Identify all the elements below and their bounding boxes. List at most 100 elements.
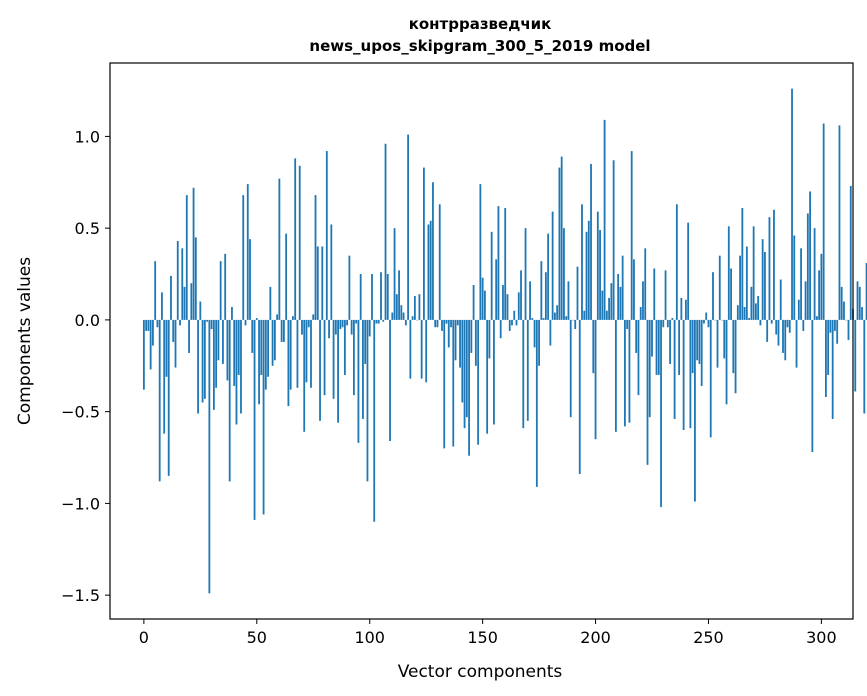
bar-81 — [325, 151, 328, 320]
bar-9 — [163, 319, 166, 434]
bar-262 — [734, 319, 737, 394]
bar-169 — [524, 228, 527, 320]
bar-80 — [323, 319, 326, 396]
bar-271 — [754, 303, 757, 320]
bar-64 — [287, 319, 290, 407]
bar-111 — [393, 228, 396, 320]
bar-307 — [836, 319, 839, 344]
bar-161 — [506, 294, 509, 320]
bar-195 — [583, 310, 586, 320]
bar-128 — [432, 182, 434, 320]
bar-134 — [445, 319, 448, 324]
bar-60 — [278, 178, 281, 320]
bar-166 — [517, 292, 520, 320]
bar-240 — [684, 299, 687, 320]
bar-250 — [707, 319, 710, 328]
bar-310 — [843, 301, 845, 320]
bar-20 — [188, 319, 190, 353]
bar-94 — [355, 319, 358, 324]
bar-196 — [585, 231, 588, 320]
bar-266 — [743, 307, 746, 320]
bar-89 — [343, 319, 346, 375]
bar-220 — [639, 307, 642, 320]
bar-222 — [644, 248, 647, 320]
bar-67 — [294, 158, 297, 320]
bar-268 — [748, 318, 751, 320]
bar-179 — [547, 233, 550, 320]
bar-150 — [481, 277, 484, 320]
bar-113 — [398, 270, 400, 320]
bar-54 — [264, 319, 267, 390]
bar-138 — [454, 319, 457, 361]
bar-148 — [477, 319, 480, 445]
bar-135 — [447, 319, 450, 348]
bar-275 — [764, 252, 766, 320]
bar-201 — [596, 211, 599, 320]
bar-200 — [594, 319, 597, 440]
bar-246 — [698, 319, 701, 364]
bar-46 — [246, 184, 249, 320]
bar-303 — [827, 319, 830, 375]
bar-107 — [384, 143, 387, 320]
bar-182 — [553, 312, 556, 320]
bar-57 — [271, 319, 274, 366]
plot-frame — [109, 62, 854, 620]
bar-73 — [307, 319, 310, 328]
bar-11 — [167, 319, 170, 476]
bar-58 — [273, 319, 276, 361]
bar-69 — [298, 165, 301, 320]
bar-186 — [563, 228, 565, 320]
bar-187 — [565, 316, 568, 320]
bar-301 — [822, 123, 825, 320]
bar-76 — [314, 195, 317, 320]
bar-27 — [203, 319, 206, 399]
bar-164 — [513, 310, 516, 320]
bar-274 — [761, 239, 764, 320]
bar-68 — [296, 319, 299, 388]
bar-299 — [818, 270, 821, 320]
bar-25 — [199, 301, 202, 320]
bar-45 — [244, 319, 247, 326]
bar-85 — [334, 319, 337, 335]
bar-259 — [727, 226, 730, 320]
bar-228 — [657, 319, 660, 375]
bar-152 — [486, 319, 489, 434]
bar-116 — [404, 319, 407, 326]
bar-0 — [142, 319, 145, 390]
bar-13 — [172, 319, 175, 342]
bar-261 — [732, 319, 735, 374]
bar-260 — [730, 268, 732, 320]
bar-282 — [779, 279, 782, 320]
bar-52 — [260, 319, 263, 375]
bar-234 — [671, 318, 674, 320]
bar-254 — [716, 319, 719, 368]
bar-278 — [770, 319, 773, 324]
bar-79 — [321, 246, 324, 320]
bar-209 — [614, 319, 617, 432]
bar-199 — [592, 319, 595, 374]
bar-242 — [689, 319, 692, 429]
bar-214 — [626, 319, 629, 330]
bar-16 — [179, 319, 181, 326]
bar-99 — [366, 319, 369, 482]
bar-160 — [504, 207, 507, 320]
bar-203 — [601, 290, 604, 320]
bar-144 — [468, 319, 470, 456]
bar-273 — [759, 319, 762, 326]
bar-174 — [535, 319, 538, 487]
bar-43 — [240, 319, 242, 414]
bar-316 — [856, 281, 859, 320]
bar-122 — [418, 294, 421, 320]
bar-19 — [185, 195, 188, 320]
bar-131 — [438, 204, 441, 320]
bar-95 — [357, 319, 360, 443]
bar-72 — [305, 319, 308, 383]
bar-139 — [456, 319, 459, 326]
bar-123 — [420, 319, 423, 379]
bar-184 — [558, 167, 561, 320]
chart-title-line2: news_upos_skipgram_300_5_2019 model — [309, 37, 650, 55]
x-axis-label: Vector components — [398, 662, 563, 682]
bar-1 — [145, 319, 148, 331]
bar-136 — [450, 319, 452, 328]
